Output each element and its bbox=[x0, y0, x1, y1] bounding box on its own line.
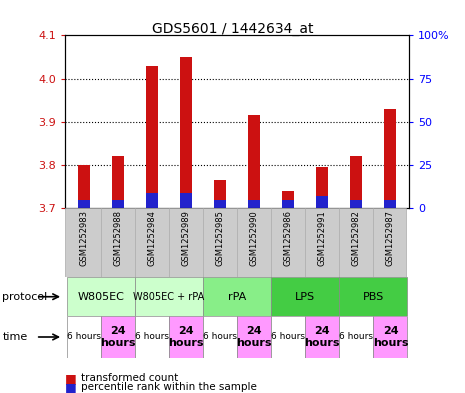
Bar bbox=[214, 180, 226, 208]
Bar bbox=[214, 200, 226, 208]
Text: 6 hours: 6 hours bbox=[203, 332, 237, 342]
Bar bbox=[67, 316, 101, 358]
Bar bbox=[67, 277, 135, 316]
Bar bbox=[78, 200, 90, 208]
Text: GDS5601 / 1442634_at: GDS5601 / 1442634_at bbox=[152, 22, 313, 36]
Text: time: time bbox=[2, 332, 27, 342]
Text: rPA: rPA bbox=[228, 292, 246, 302]
Text: LPS: LPS bbox=[295, 292, 315, 302]
Bar bbox=[112, 156, 124, 208]
Text: 6 hours: 6 hours bbox=[67, 332, 101, 342]
Text: 24
hours: 24 hours bbox=[236, 326, 272, 348]
Bar bbox=[112, 200, 124, 208]
Bar bbox=[180, 57, 192, 208]
Bar bbox=[248, 115, 260, 208]
Bar bbox=[203, 316, 237, 358]
Bar bbox=[316, 167, 328, 208]
Text: 6 hours: 6 hours bbox=[339, 332, 373, 342]
Bar bbox=[101, 316, 135, 358]
Bar bbox=[146, 66, 158, 208]
Bar bbox=[248, 200, 260, 208]
Text: GSM1252990: GSM1252990 bbox=[250, 210, 259, 266]
Text: 24
hours: 24 hours bbox=[168, 326, 204, 348]
Bar bbox=[316, 196, 328, 208]
Text: protocol: protocol bbox=[2, 292, 47, 302]
Text: GSM1252986: GSM1252986 bbox=[284, 210, 293, 266]
Bar bbox=[385, 109, 397, 208]
Text: GSM1252989: GSM1252989 bbox=[181, 210, 191, 266]
Text: ■: ■ bbox=[65, 380, 77, 393]
Text: GSM1252982: GSM1252982 bbox=[352, 210, 361, 266]
Text: 6 hours: 6 hours bbox=[271, 332, 305, 342]
Bar bbox=[339, 277, 407, 316]
Text: 24
hours: 24 hours bbox=[305, 326, 340, 348]
Text: 24
hours: 24 hours bbox=[100, 326, 136, 348]
Bar bbox=[169, 316, 203, 358]
Bar bbox=[385, 200, 397, 208]
Bar bbox=[180, 193, 192, 208]
Bar bbox=[306, 316, 339, 358]
Bar bbox=[282, 191, 294, 208]
Bar bbox=[373, 316, 407, 358]
Bar bbox=[237, 316, 271, 358]
Text: W805EC + rPA: W805EC + rPA bbox=[133, 292, 205, 302]
Bar bbox=[282, 200, 294, 208]
Bar bbox=[135, 316, 169, 358]
Text: GSM1252985: GSM1252985 bbox=[216, 210, 225, 266]
Bar bbox=[203, 277, 271, 316]
Bar bbox=[78, 165, 90, 208]
Bar bbox=[135, 277, 203, 316]
Text: percentile rank within the sample: percentile rank within the sample bbox=[81, 382, 257, 392]
Text: GSM1252991: GSM1252991 bbox=[318, 210, 327, 266]
Text: transformed count: transformed count bbox=[81, 373, 179, 383]
Text: 24
hours: 24 hours bbox=[373, 326, 408, 348]
Text: GSM1252988: GSM1252988 bbox=[113, 210, 122, 266]
Bar bbox=[271, 316, 306, 358]
Text: GSM1252984: GSM1252984 bbox=[147, 210, 157, 266]
Bar bbox=[351, 200, 362, 208]
Text: W805EC: W805EC bbox=[78, 292, 124, 302]
Bar bbox=[351, 156, 362, 208]
Bar bbox=[271, 277, 339, 316]
Text: GSM1252983: GSM1252983 bbox=[80, 210, 88, 266]
Bar bbox=[339, 316, 373, 358]
Text: 6 hours: 6 hours bbox=[135, 332, 169, 342]
Bar bbox=[146, 193, 158, 208]
Text: PBS: PBS bbox=[363, 292, 384, 302]
Text: ■: ■ bbox=[65, 371, 77, 385]
Text: GSM1252987: GSM1252987 bbox=[386, 210, 395, 266]
